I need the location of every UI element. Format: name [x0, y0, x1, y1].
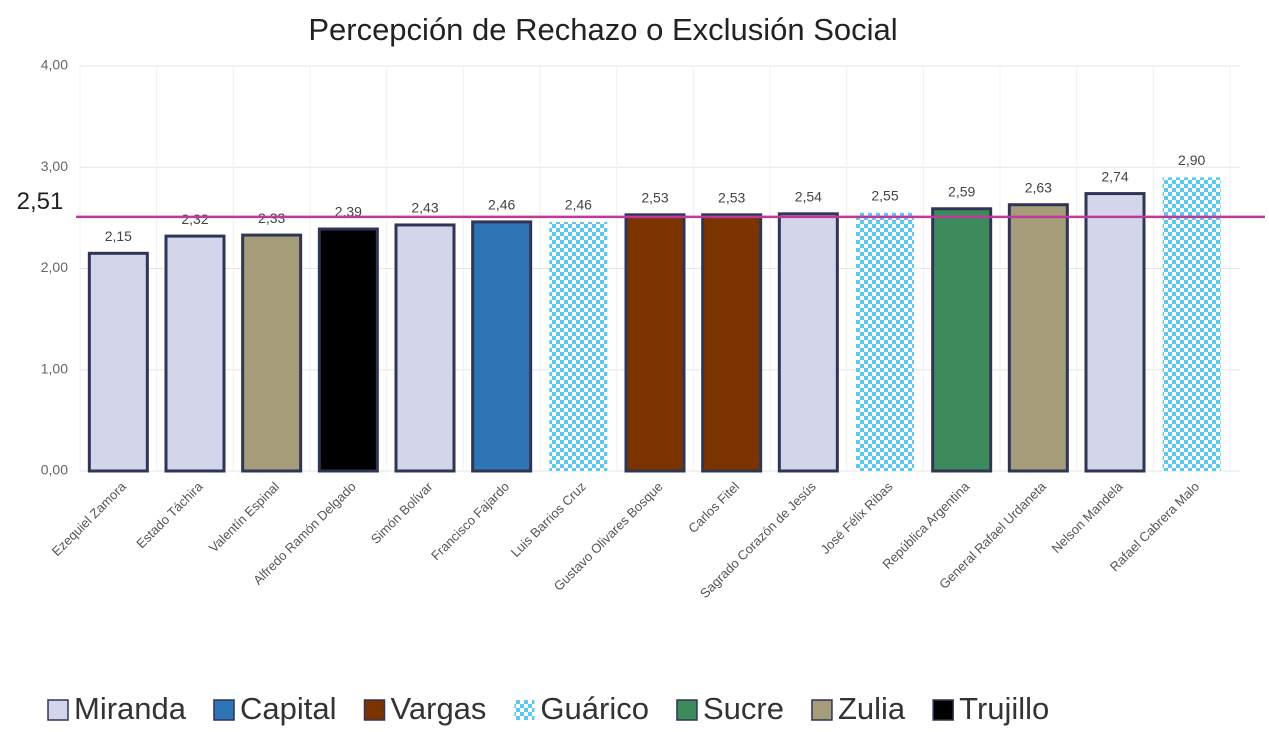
x-tick-label: Valentín Espinal	[206, 479, 282, 555]
y-tick-label: 0,00	[41, 462, 68, 478]
value-label: 2,90	[1178, 152, 1205, 168]
legend-label: Vargas	[391, 691, 487, 726]
x-tick: José Félix Ribas	[818, 479, 896, 557]
x-tick: Luis Barrios Cruz	[508, 479, 589, 560]
bar	[471, 220, 533, 473]
value-label: 2,53	[641, 190, 668, 206]
bar	[777, 212, 839, 473]
x-tick: Simón Bolívar	[368, 478, 436, 546]
value-label: 2,15	[105, 228, 132, 244]
x-tick-label: José Félix Ribas	[818, 479, 896, 557]
value-label: 2,46	[565, 197, 592, 213]
bar	[394, 223, 456, 473]
bar	[317, 227, 379, 473]
legend-swatch	[363, 699, 386, 721]
value-label: 2,46	[488, 197, 515, 213]
legend-swatch	[47, 699, 69, 721]
y-tick-label: 2,00	[41, 259, 68, 275]
value-label: 2,53	[718, 190, 745, 206]
bar	[931, 207, 993, 473]
reference-label: 2,51	[17, 188, 64, 215]
y-tick-label: 4,00	[41, 57, 68, 73]
legend-swatch	[213, 699, 235, 721]
y-tick-label: 1,00	[41, 360, 68, 376]
value-label: 2,59	[948, 183, 975, 199]
legend-swatch	[932, 699, 954, 721]
legend-label: Miranda	[74, 691, 187, 726]
y-tick-label: 3,00	[41, 158, 68, 174]
legend-swatch	[811, 699, 833, 721]
value-label: 2,63	[1025, 179, 1052, 195]
bar	[241, 233, 303, 473]
x-tick: Francisco Fajardo	[428, 479, 512, 563]
bar	[87, 251, 149, 473]
x-tick: Nelson Mandela	[1049, 478, 1127, 556]
value-label: 2,55	[871, 188, 898, 204]
legend-label: Capital	[240, 691, 337, 726]
legend-swatch	[676, 699, 698, 721]
x-tick-label: Simón Bolívar	[368, 478, 436, 546]
bar	[549, 221, 608, 471]
legend-swatch	[514, 700, 535, 720]
value-label: 2,74	[1101, 168, 1128, 184]
bar	[1007, 203, 1069, 473]
value-label: 2,43	[411, 200, 438, 216]
bar	[1162, 177, 1221, 471]
value-label: 2,54	[795, 189, 822, 205]
bar	[856, 212, 914, 471]
bar	[701, 213, 763, 473]
x-tick-label: Estado Táchira	[133, 478, 206, 551]
x-tick: Carlos Fitel	[685, 479, 742, 536]
legend-label: Trujillo	[959, 691, 1049, 726]
x-tick: Ezequiel Zamora	[49, 478, 130, 559]
x-tick-label: Carlos Fitel	[685, 479, 742, 536]
chart-title: Percepción de Rechazo o Exclusión Social	[308, 12, 897, 47]
x-tick-label: Francisco Fajardo	[428, 479, 512, 563]
bar	[1084, 192, 1146, 473]
legend-label: Sucre	[703, 691, 784, 726]
x-tick-label: Nelson Mandela	[1049, 478, 1127, 556]
bar	[624, 213, 686, 473]
x-tick: Valentín Espinal	[206, 479, 282, 555]
bar	[164, 234, 226, 473]
legend-label: Guárico	[540, 691, 649, 726]
legend-label: Zulia	[838, 691, 906, 726]
value-label: 2,32	[181, 211, 208, 227]
x-tick-label: Luis Barrios Cruz	[508, 479, 589, 560]
x-tick-label: Ezequiel Zamora	[49, 478, 130, 559]
x-tick: Estado Táchira	[133, 478, 206, 551]
